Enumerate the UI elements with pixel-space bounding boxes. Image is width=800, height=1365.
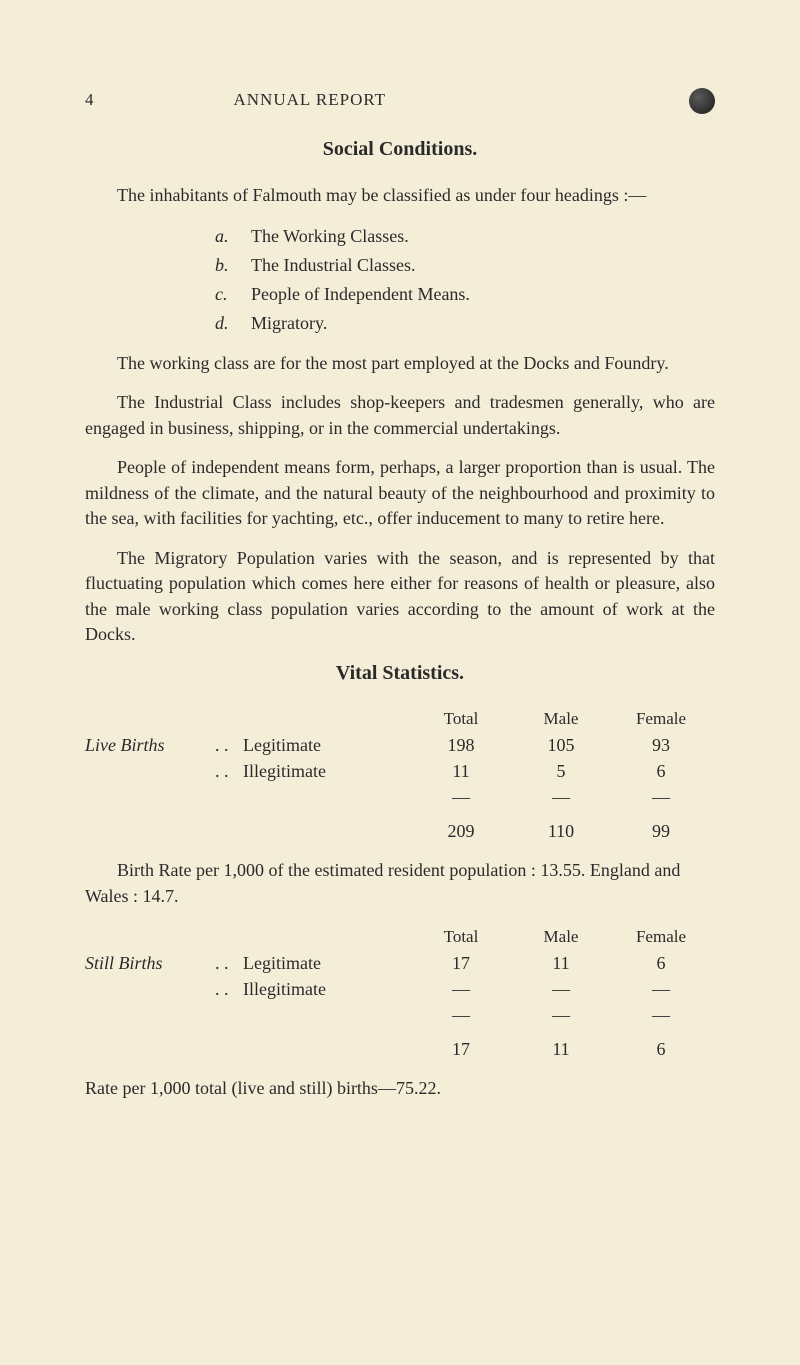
cell: 198 [411, 732, 511, 758]
cell: 6 [611, 758, 711, 784]
col-header: Male [511, 707, 611, 732]
dash: — [511, 784, 611, 810]
table-row: . . Illegitimate — — — [85, 976, 715, 1002]
list-letter: c. [215, 281, 251, 308]
table-dash-row: — — — [85, 784, 715, 810]
row-desc: Illegitimate [243, 758, 411, 784]
dash: — [511, 1002, 611, 1028]
cell: 11 [411, 758, 511, 784]
headings-list: a. The Working Classes. b. The Industria… [215, 223, 715, 337]
row-desc: Legitimate [243, 950, 411, 976]
paragraph: The Migratory Population varies with the… [85, 546, 715, 648]
table-sum-row: 209 110 99 [85, 818, 715, 844]
row-label: Still Births [85, 950, 215, 976]
row-desc: Illegitimate [243, 976, 411, 1002]
list-letter: d. [215, 310, 251, 337]
cell: — [411, 976, 511, 1002]
row-label: Live Births [85, 732, 215, 758]
table-row: . . Illegitimate 11 5 6 [85, 758, 715, 784]
sum-cell: 6 [611, 1036, 711, 1062]
live-births-table: Total Male Female Live Births . . Legiti… [85, 707, 715, 844]
cell: 93 [611, 732, 711, 758]
col-header: Male [511, 925, 611, 950]
section-title-vital: Vital Statistics. [85, 662, 715, 685]
dash: — [611, 784, 711, 810]
birth-rate-text: Birth Rate per 1,000 of the estimated re… [85, 858, 715, 909]
list-letter: b. [215, 252, 251, 279]
sum-cell: 17 [411, 1036, 511, 1062]
cell: — [611, 976, 711, 1002]
table-header-row: Total Male Female [85, 925, 715, 950]
dots: . . [215, 950, 243, 976]
cell: 17 [411, 950, 511, 976]
sum-cell: 209 [411, 818, 511, 844]
cell: 105 [511, 732, 611, 758]
list-item: d. Migratory. [215, 310, 715, 337]
page-header: 4 ANNUAL REPORT [85, 90, 715, 110]
dot-icon [689, 88, 715, 114]
sum-cell: 110 [511, 818, 611, 844]
list-text: The Working Classes. [251, 223, 409, 250]
list-item: a. The Working Classes. [215, 223, 715, 250]
row-desc: Legitimate [243, 732, 411, 758]
report-title: ANNUAL REPORT [234, 90, 387, 110]
sum-cell: 99 [611, 818, 711, 844]
dots: . . [215, 976, 243, 1002]
table-dash-row: — — — [85, 1002, 715, 1028]
col-header: Total [411, 707, 511, 732]
list-item: c. People of Independent Means. [215, 281, 715, 308]
list-item: b. The Industrial Classes. [215, 252, 715, 279]
cell: 11 [511, 950, 611, 976]
list-text: The Industrial Classes. [251, 252, 415, 279]
paragraph: The working class are for the most part … [85, 351, 715, 377]
dash: — [611, 1002, 711, 1028]
still-births-table: Total Male Female Still Births . . Legit… [85, 925, 715, 1062]
dots: . . [215, 758, 243, 784]
sum-cell: 11 [511, 1036, 611, 1062]
dash: — [411, 784, 511, 810]
dash: — [411, 1002, 511, 1028]
page-number: 4 [85, 90, 94, 110]
cell: 6 [611, 950, 711, 976]
table-sum-row: 17 11 6 [85, 1036, 715, 1062]
list-text: People of Independent Means. [251, 281, 470, 308]
col-header: Female [611, 925, 711, 950]
col-header: Female [611, 707, 711, 732]
rate-per-text: Rate per 1,000 total (live and still) bi… [85, 1076, 715, 1102]
list-text: Migratory. [251, 310, 327, 337]
table-row: Live Births . . Legitimate 198 105 93 [85, 732, 715, 758]
list-letter: a. [215, 223, 251, 250]
paragraph: People of independent means form, perhap… [85, 455, 715, 532]
cell: 5 [511, 758, 611, 784]
section-title-social: Social Conditions. [85, 138, 715, 161]
table-row: Still Births . . Legitimate 17 11 6 [85, 950, 715, 976]
cell: — [511, 976, 611, 1002]
paragraph: The inhabitants of Falmouth may be class… [85, 183, 715, 209]
paragraph: The Industrial Class includes shop-keepe… [85, 390, 715, 441]
table-header-row: Total Male Female [85, 707, 715, 732]
dots: . . [215, 732, 243, 758]
col-header: Total [411, 925, 511, 950]
